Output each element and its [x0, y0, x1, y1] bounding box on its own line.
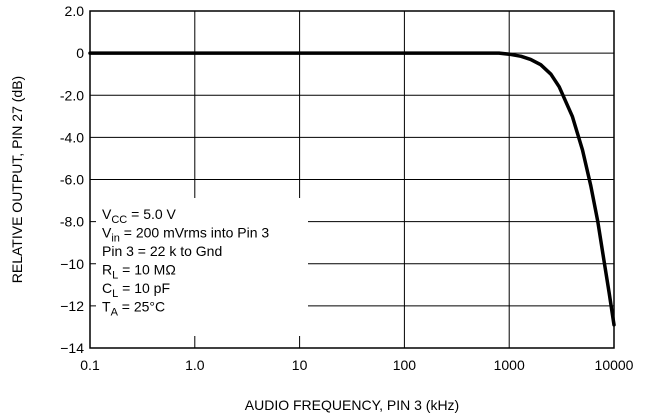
y-tick-label: 2.0: [65, 3, 85, 19]
annotation-line: Pin 3 = 22 k to Gnd: [102, 243, 222, 259]
series-curve-group: [88, 51, 616, 327]
y-tick-label: -2.0: [60, 87, 84, 103]
annotation-line: TA = 25°C: [102, 299, 165, 319]
y-tick-label: 0: [76, 45, 84, 61]
x-tick-label: 10: [292, 357, 308, 373]
x-tick-label: 0.1: [80, 357, 100, 373]
x-axis-label: AUDIO FREQUENCY, PIN 3 (kHz): [245, 397, 459, 413]
x-tick-label: 1.0: [185, 357, 205, 373]
y-tick-label: −10: [60, 256, 84, 272]
y-axis-label: RELATIVE OUTPUT, PIN 27 (dB): [9, 76, 25, 283]
annotation-line: Vin = 200 mVrms into Pin 3: [102, 225, 269, 245]
y-tick-labels: 2.0 0 -2.0 -4.0 -6.0 -8.0 −10 −12 −14: [60, 3, 84, 356]
annotation-line: VCC = 5.0 V: [102, 206, 177, 226]
x-tick-label: 100: [393, 357, 417, 373]
y-tick-label: -4.0: [60, 129, 84, 145]
annotation-background: [96, 198, 308, 336]
y-tick-label: -6.0: [60, 172, 84, 188]
y-tick-label: −14: [60, 340, 84, 356]
annotation-line: CL = 10 pF: [102, 280, 170, 300]
plot-frame: [89, 10, 615, 349]
y-tick-label: -8.0: [60, 214, 84, 230]
x-tick-label: 1000: [494, 357, 525, 373]
series-line: [88, 51, 616, 327]
x-tick-labels: 0.1 1.0 10 100 1000 10000: [80, 357, 633, 373]
annotation-line: RL = 10 MΩ: [102, 262, 176, 282]
x-tick-label: 10000: [595, 357, 634, 373]
y-tick-label: −12: [60, 298, 84, 314]
